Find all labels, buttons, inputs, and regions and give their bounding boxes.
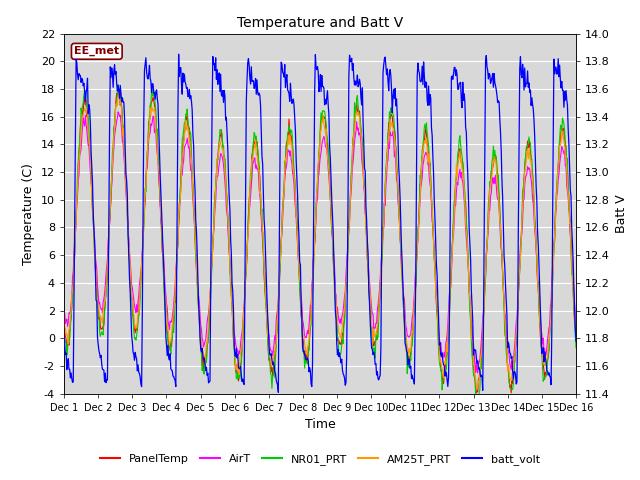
Y-axis label: Batt V: Batt V xyxy=(616,194,628,233)
Legend: PanelTemp, AirT, NR01_PRT, AM25T_PRT, batt_volt: PanelTemp, AirT, NR01_PRT, AM25T_PRT, ba… xyxy=(95,450,545,469)
X-axis label: Time: Time xyxy=(305,418,335,431)
Title: Temperature and Batt V: Temperature and Batt V xyxy=(237,16,403,30)
Y-axis label: Temperature (C): Temperature (C) xyxy=(22,163,35,264)
Text: EE_met: EE_met xyxy=(74,46,120,57)
